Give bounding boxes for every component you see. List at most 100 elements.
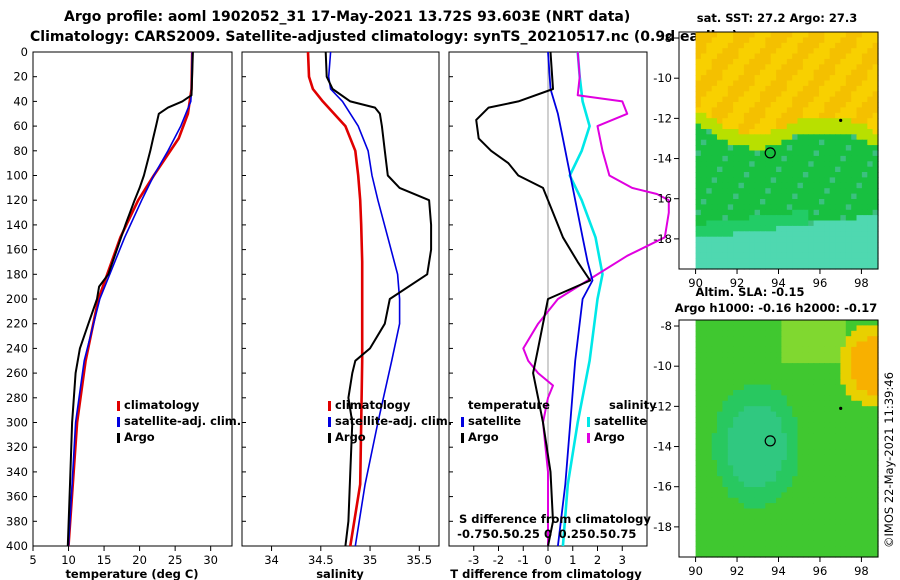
map-cell <box>754 449 761 456</box>
map-cell <box>861 433 868 440</box>
map-cell <box>786 330 793 337</box>
map-cell <box>792 75 799 82</box>
map-cell <box>743 123 750 130</box>
map-cell <box>845 215 852 222</box>
map-cell <box>861 357 868 364</box>
map-cell <box>840 96 847 103</box>
map-cell <box>738 69 745 76</box>
map-cell <box>695 118 702 125</box>
map-cell <box>867 535 874 542</box>
map-cell <box>840 363 847 370</box>
map-cell <box>808 231 815 238</box>
map-cell <box>819 177 825 184</box>
map-cell <box>824 454 831 461</box>
map-cell <box>754 96 761 103</box>
map-cell <box>786 247 793 254</box>
map-cell <box>808 48 815 55</box>
map-cell <box>706 209 713 216</box>
map-cell <box>717 336 723 343</box>
map-cell <box>722 481 729 488</box>
map-cell <box>722 535 729 542</box>
map-cell <box>856 150 863 157</box>
map-cell <box>754 107 761 114</box>
map-cell <box>776 406 783 413</box>
map-cell <box>808 182 815 189</box>
map-cell <box>856 438 863 445</box>
map-cell <box>733 492 740 499</box>
map-cell <box>754 155 761 162</box>
map-cell <box>786 503 793 510</box>
map-cell <box>845 155 852 162</box>
map-cell <box>706 107 713 114</box>
map-cell <box>749 530 756 537</box>
map-cell <box>808 352 815 359</box>
map-cell <box>867 487 874 493</box>
map-cell <box>717 58 723 65</box>
map-cell <box>695 508 702 515</box>
map-cell <box>824 204 831 211</box>
map-cell <box>695 75 702 82</box>
map-cell <box>776 42 783 49</box>
map-cell <box>802 134 809 141</box>
map-cell <box>706 346 713 353</box>
map-cell <box>760 258 766 265</box>
map-cell <box>743 172 750 178</box>
map-cell <box>733 155 740 162</box>
map-cell <box>851 325 858 332</box>
map-cell <box>754 330 761 337</box>
map-cell <box>781 508 788 515</box>
map-cell <box>819 58 825 65</box>
map-cell <box>829 325 836 332</box>
map-cell <box>824 37 831 44</box>
lat-tick-label: -8 <box>661 31 672 45</box>
map-cell <box>776 139 783 146</box>
map-cell <box>840 188 847 195</box>
map-cell <box>829 166 836 173</box>
map-cell <box>802 395 809 402</box>
map-cell <box>733 150 740 157</box>
map-cell <box>754 231 761 238</box>
map-cell <box>856 112 863 119</box>
map-cell <box>829 406 836 413</box>
map-cell <box>743 139 750 146</box>
map-cell <box>813 258 820 265</box>
lon-tick-label: 98 <box>854 564 869 578</box>
map-cell <box>754 535 761 542</box>
map-cell <box>700 75 707 82</box>
map-cell <box>808 236 815 243</box>
map-cell <box>867 258 874 265</box>
map-cell <box>861 540 868 547</box>
map-cell <box>727 519 734 526</box>
map-cell <box>856 551 863 558</box>
map-cell <box>754 524 761 531</box>
map-cell <box>856 497 863 504</box>
map-cell <box>717 75 723 82</box>
map-cell <box>845 497 852 504</box>
map-cell <box>792 513 799 520</box>
map-cell <box>754 513 761 520</box>
map-cell <box>797 80 804 87</box>
map-cell <box>829 551 836 558</box>
map-cell <box>872 540 879 547</box>
map-cell <box>835 166 842 173</box>
map-cell <box>824 427 831 434</box>
map-cell <box>856 503 863 510</box>
map-cell <box>743 231 750 238</box>
map-cell <box>717 325 723 332</box>
map-cell <box>738 346 745 353</box>
map-cell <box>733 91 740 98</box>
map-cell <box>727 422 734 429</box>
map-cell <box>872 481 879 488</box>
map-cell <box>861 123 868 130</box>
map-cell <box>851 209 858 216</box>
depth-tick-label: 180 <box>6 267 28 281</box>
map-cell <box>700 204 707 211</box>
map-cell <box>738 535 745 542</box>
map-cell <box>700 513 707 520</box>
map-cell <box>727 85 734 92</box>
map-cell <box>754 390 761 396</box>
map-cell <box>829 465 836 472</box>
map-cell <box>851 263 858 270</box>
map-cell <box>706 155 713 162</box>
map-cell <box>792 330 799 337</box>
